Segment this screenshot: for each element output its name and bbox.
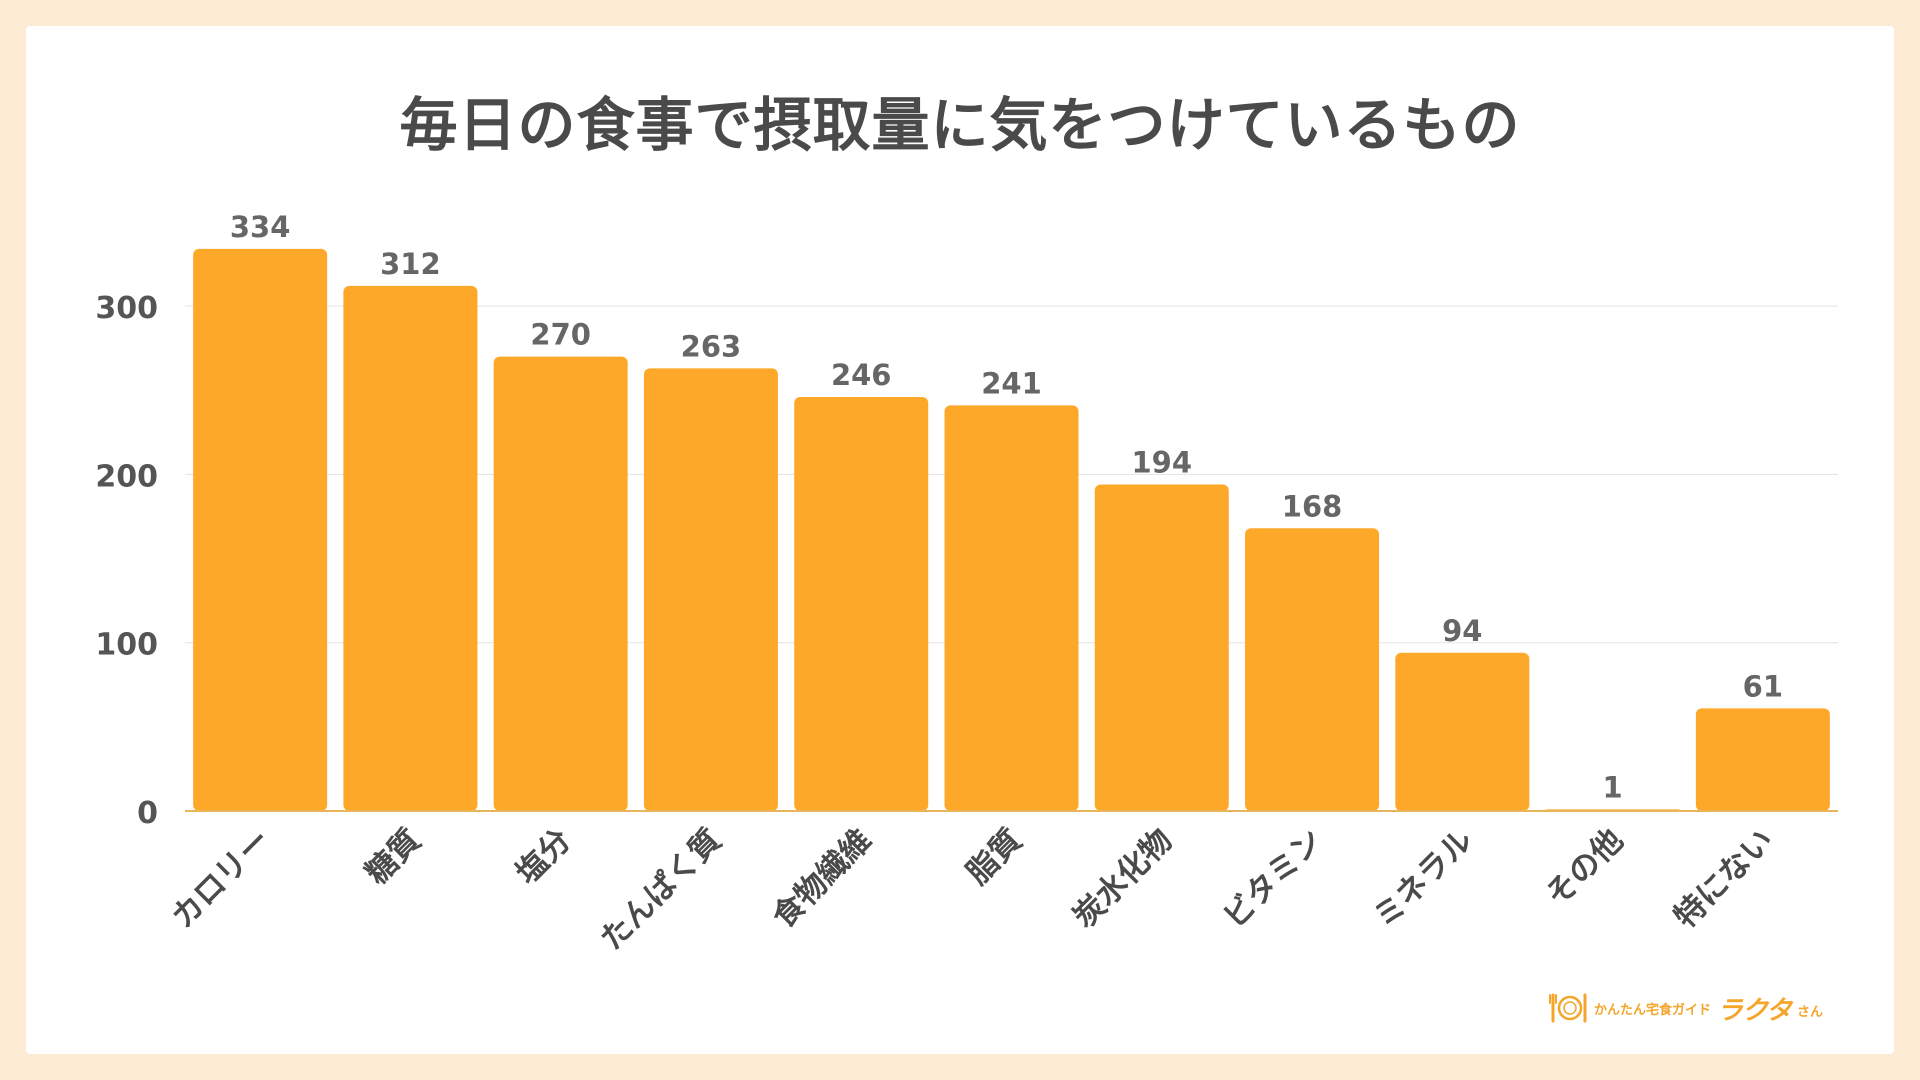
bar — [1695, 708, 1830, 811]
x-tick-label: ミネラル — [1367, 822, 1480, 935]
data-label: 94 — [1442, 614, 1482, 648]
bar — [1395, 652, 1530, 811]
data-label: 61 — [1743, 669, 1783, 703]
data-label: 270 — [530, 318, 591, 352]
data-label: 241 — [981, 366, 1042, 400]
logo-brand: ラクタ — [1717, 995, 1792, 1026]
x-tick-label: 炭水化物 — [1066, 822, 1179, 935]
y-tick-label: 200 — [95, 459, 158, 494]
bar — [1094, 484, 1229, 811]
brand-logo: かんたん宅食ガイド ラクタ さん — [1548, 988, 1848, 1028]
data-label: 312 — [380, 247, 441, 281]
y-tick-label: 300 — [95, 291, 158, 326]
logo-tagline: かんたん宅食ガイド — [1594, 1002, 1712, 1018]
x-tick-label: たんぱく質 — [594, 822, 729, 957]
y-tick-label: 100 — [95, 628, 158, 663]
bar — [643, 368, 778, 811]
bar — [944, 405, 1079, 811]
bar — [1245, 528, 1380, 811]
data-label: 194 — [1131, 445, 1192, 479]
logo-suffix: さん — [1796, 1005, 1823, 1020]
data-label: 1 — [1602, 770, 1622, 804]
x-tick-label: 脂質 — [960, 822, 1029, 891]
x-tick-label: 食物繊維 — [766, 822, 879, 935]
bar — [794, 396, 929, 811]
y-tick-label: 0 — [137, 796, 158, 831]
x-tick-label: カロリー — [165, 822, 278, 935]
x-tick-label: 塩分 — [509, 822, 578, 891]
x-tick-label: 糖質 — [359, 822, 428, 891]
data-label: 168 — [1282, 489, 1343, 523]
bar — [493, 356, 628, 811]
x-tick-label: 特にない — [1667, 822, 1780, 935]
x-tick-label: ビタミン — [1217, 822, 1330, 935]
bar — [193, 248, 328, 812]
bar — [343, 285, 478, 811]
data-label: 246 — [831, 358, 892, 392]
chart-title: 毎日の食事で摂取量に気をつけているもの — [399, 91, 1521, 159]
fork-plate-icon — [1549, 993, 1587, 1023]
data-label: 334 — [230, 210, 291, 244]
x-tick-label: その他 — [1539, 822, 1630, 913]
data-label: 263 — [681, 329, 742, 363]
